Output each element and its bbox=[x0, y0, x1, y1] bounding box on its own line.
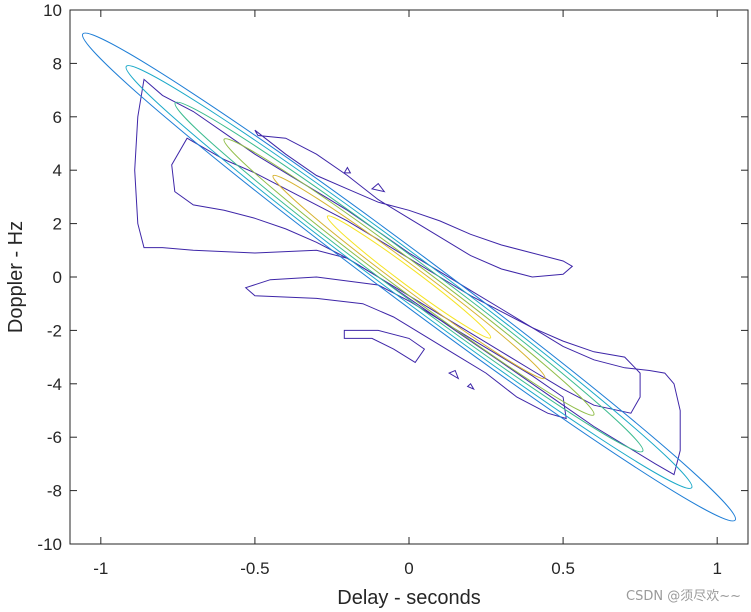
y-axis-label: Doppler - Hz bbox=[5, 221, 27, 333]
y-tick-label: -8 bbox=[47, 482, 62, 501]
contour-level-0 bbox=[134, 78, 681, 476]
y-tick-label: -4 bbox=[47, 375, 62, 394]
contour-level-5 bbox=[370, 182, 386, 193]
y-tick-label: 0 bbox=[53, 268, 62, 287]
contour-inner-0 bbox=[81, 32, 737, 522]
contour-inner-1 bbox=[125, 65, 693, 489]
contour-lines bbox=[81, 32, 737, 522]
contour-level-7 bbox=[447, 369, 460, 380]
contour-inner-3 bbox=[223, 138, 595, 416]
y-tick-label: -2 bbox=[47, 321, 62, 340]
y-tick-label: 6 bbox=[53, 108, 62, 127]
x-axis: -1 -0.5 0 0.5 1 bbox=[93, 10, 722, 578]
x-tick-label: 0.5 bbox=[551, 559, 575, 578]
x-axis-label: Delay - seconds bbox=[337, 587, 480, 609]
contour-level-1 bbox=[254, 129, 574, 278]
y-tick-label: 10 bbox=[43, 1, 62, 20]
contour-inner-4 bbox=[272, 174, 546, 380]
x-tick-label: -0.5 bbox=[240, 559, 269, 578]
y-tick-label: -6 bbox=[47, 428, 62, 447]
y-tick-label: 4 bbox=[53, 161, 62, 180]
y-tick-label: 2 bbox=[53, 215, 62, 234]
y-axis: -10 -8 -6 -4 -2 0 2 4 6 8 10 bbox=[37, 1, 748, 554]
contour-level-4 bbox=[343, 166, 352, 174]
x-tick-label: 0 bbox=[404, 559, 413, 578]
y-tick-label: -10 bbox=[37, 535, 62, 554]
plot-area bbox=[69, 9, 749, 545]
contour-level-3 bbox=[343, 329, 426, 364]
watermark: CSDN @须尽欢~~ bbox=[626, 589, 741, 604]
x-tick-label: -1 bbox=[93, 559, 108, 578]
y-tick-label: 8 bbox=[53, 54, 62, 73]
contour-level-2 bbox=[244, 276, 567, 420]
contour-level-6 bbox=[466, 383, 475, 391]
contour-inner-2 bbox=[174, 101, 644, 453]
x-tick-label: 1 bbox=[712, 559, 721, 578]
contour-inner-5 bbox=[326, 215, 492, 339]
